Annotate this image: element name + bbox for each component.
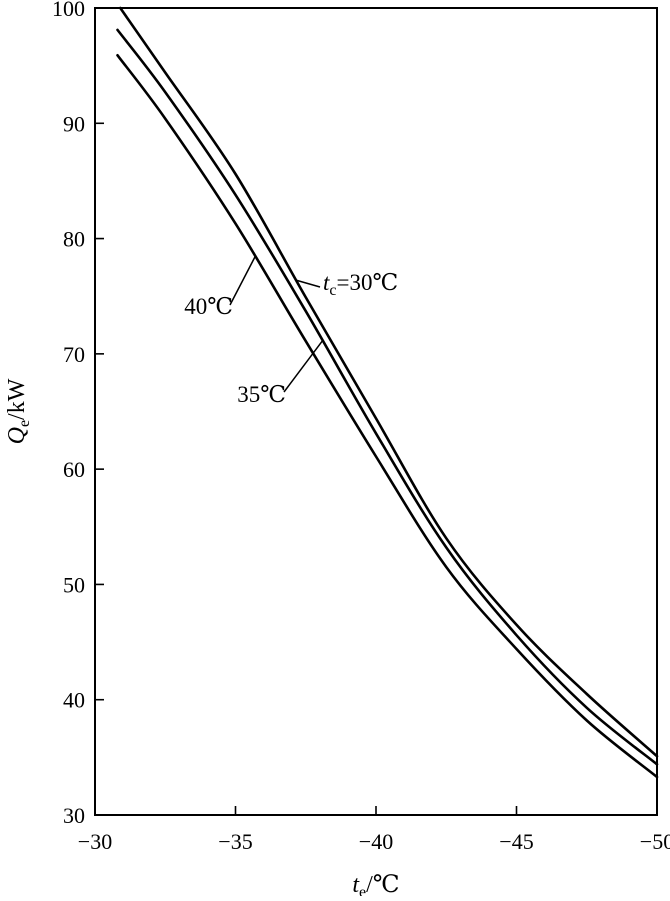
series-label-35-leader [283, 340, 324, 393]
series-line-35 [116, 28, 659, 766]
series-layer [116, 6, 659, 779]
y-tick-label: 90 [63, 111, 85, 136]
series-label-40-leader [229, 256, 256, 306]
y-tick-label: 50 [63, 572, 85, 597]
y-tick-label: 80 [63, 227, 85, 252]
x-tick-label: −35 [218, 829, 252, 854]
axes-layer [94, 7, 658, 816]
series-line-40 [116, 54, 659, 779]
y-tick-label: 40 [63, 688, 85, 713]
y-axis-title: Qe/kW [4, 378, 33, 444]
series-label-35: 35℃ [237, 382, 286, 407]
x-axis-title: te/℃ [352, 872, 399, 896]
series-label-tc30-leader [295, 279, 321, 288]
y-tick-label: 100 [52, 0, 85, 21]
y-tick-label: 30 [63, 803, 85, 828]
labels-layer: −30 −35 −40 −45 −50 30 40 50 60 70 80 90 100 te/℃ Qe/k… [4, 0, 670, 901]
y-tick-label: 70 [63, 342, 85, 367]
series-label-40: 40℃ [184, 294, 233, 319]
series-label-tc30: tc=30℃ [323, 270, 398, 299]
x-tick-label: −40 [359, 829, 393, 854]
x-tick-label: −30 [78, 829, 112, 854]
y-tick-label: 60 [63, 457, 85, 482]
x-tick-label: −50 [640, 829, 670, 854]
x-tick-label: −45 [499, 829, 533, 854]
series-line-tc30 [119, 6, 659, 758]
